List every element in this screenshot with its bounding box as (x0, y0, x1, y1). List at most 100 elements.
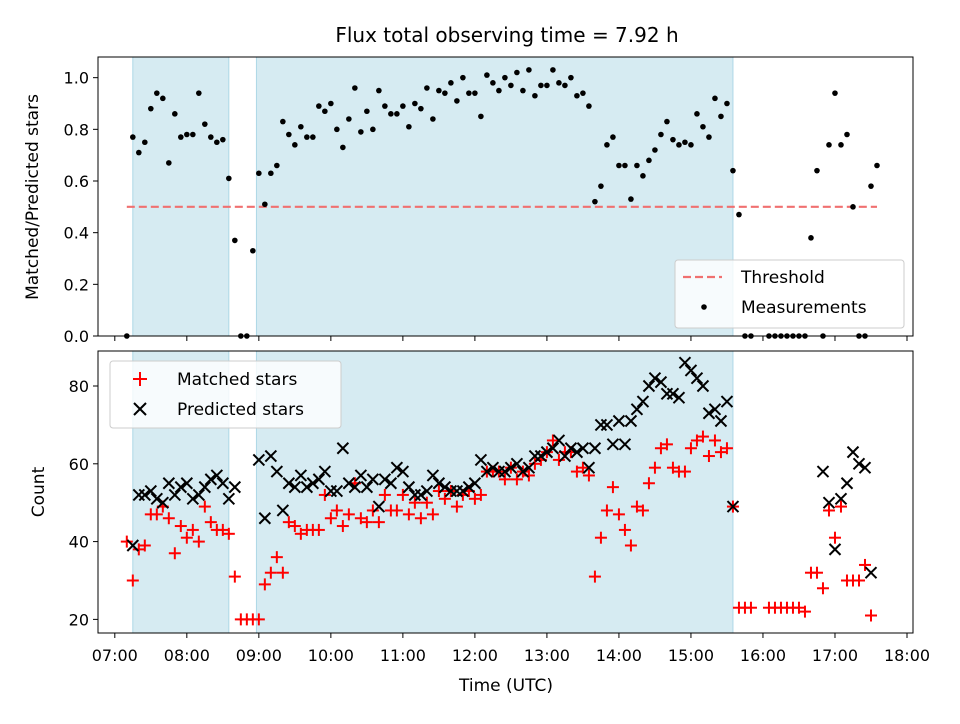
measurement-point (280, 118, 286, 125)
measurement-point (688, 142, 694, 148)
predicted-star-point (864, 566, 878, 579)
predicted-star-point (636, 395, 650, 408)
predicted-star-point (600, 418, 614, 432)
top-legend: Threshold Measurements (674, 259, 905, 329)
measurement-point (220, 136, 226, 143)
measurement-point (562, 82, 568, 89)
predicted-star-point (672, 391, 686, 404)
matched-star-point (138, 539, 151, 552)
predicted-star-point (378, 473, 392, 486)
matched-star-point (342, 508, 355, 521)
measurement-point (262, 201, 268, 208)
top-y-tick-label: 0.6 (64, 172, 89, 191)
measurement-point (430, 116, 436, 122)
measurement-point (568, 74, 574, 81)
measurement-point (448, 80, 454, 86)
x-tick-label: 14:00 (596, 646, 642, 665)
matched-star-point (222, 527, 235, 540)
matched-star-point (168, 547, 181, 560)
legend-measurements-label: Measurements (741, 298, 867, 318)
x-tick-label: 12:00 (452, 646, 498, 665)
measurement-point (574, 92, 580, 99)
bottom-panel: 20 40 60 80 07:00 08:00 09:00 10:00 11:00 12:00 1… (29, 350, 930, 696)
matched-star-point (360, 516, 373, 529)
measurement-point (226, 175, 232, 182)
predicted-star-point (456, 484, 470, 498)
measurement-point (466, 90, 472, 96)
measurement-point (178, 134, 184, 140)
predicted-star-point (180, 477, 194, 490)
matched-star-point (498, 473, 511, 486)
predicted-star-point (576, 442, 590, 455)
matched-star-point (552, 453, 565, 466)
measurement-point (334, 126, 340, 133)
x-tick-label: 07:00 (92, 646, 138, 665)
matched-star-point (432, 485, 445, 498)
measurement-point (544, 82, 550, 89)
predicted-star-point (846, 445, 860, 459)
matched-star-point (522, 469, 535, 482)
predicted-star-point (666, 387, 680, 400)
measurement-point (532, 92, 538, 99)
measurement-point (814, 167, 820, 174)
predicted-star-point (834, 492, 848, 506)
legend-matched-label: Matched stars (177, 370, 297, 390)
legend-matched-swatch (133, 372, 147, 386)
matched-star-point (630, 500, 643, 513)
matched-star-point (450, 500, 463, 513)
predicted-star-point (822, 496, 836, 509)
measurement-point (808, 235, 814, 241)
predicted-star-point (858, 461, 872, 474)
matched-star-point (216, 523, 229, 536)
measurement-point (664, 118, 670, 125)
predicted-star-point (186, 492, 200, 506)
observing-window-top-1 (255, 56, 734, 337)
matched-star-point (834, 500, 847, 513)
bottom-legend-box (109, 360, 342, 429)
matched-star-point (624, 539, 637, 552)
measurement-point (184, 131, 190, 138)
measurement-point (628, 196, 634, 202)
predicted-star-point (840, 477, 854, 490)
measurement-point (610, 134, 616, 140)
measurement-point (718, 113, 724, 120)
measurement-point (832, 90, 838, 96)
bottom-x-axis: 07:00 08:00 09:00 10:00 11:00 12:00 13:00 14:00… (92, 633, 930, 665)
measurement-point (172, 111, 178, 117)
predicted-star-point (510, 457, 524, 471)
measurement-point (712, 95, 718, 102)
measurement-point (394, 111, 400, 117)
predicted-stars-points (126, 356, 878, 579)
matched-star-point (690, 434, 703, 447)
matched-star-point (408, 496, 421, 509)
predicted-star-point (270, 465, 284, 478)
measurement-point (274, 162, 280, 169)
measurement-point (868, 183, 874, 189)
legend-predicted-swatch (133, 402, 147, 416)
matched-star-point (684, 442, 697, 455)
measurement-point (730, 167, 736, 174)
predicted-star-point (360, 480, 374, 494)
matched-star-point (678, 465, 691, 478)
matched-star-point (546, 434, 559, 447)
predicted-star-point (498, 465, 512, 478)
measurement-point (694, 111, 700, 117)
matched-star-point (636, 504, 649, 517)
matched-star-point (390, 504, 403, 517)
top-y-tick-label: 0.4 (64, 224, 89, 243)
predicted-star-point (420, 484, 434, 498)
predicted-star-point (534, 449, 548, 463)
matched-star-point (510, 473, 523, 486)
measurement-point (670, 136, 676, 143)
matched-star-point (720, 442, 733, 455)
matched-star-point (852, 574, 865, 587)
matched-star-point (648, 461, 661, 474)
predicted-star-point (588, 442, 602, 455)
predicted-star-point (276, 504, 290, 517)
matched-star-point (666, 461, 679, 474)
measurement-point (592, 198, 598, 205)
predicted-star-point (696, 379, 710, 393)
measurement-point (298, 123, 304, 130)
predicted-star-point (216, 477, 230, 490)
measurement-point (412, 100, 418, 107)
